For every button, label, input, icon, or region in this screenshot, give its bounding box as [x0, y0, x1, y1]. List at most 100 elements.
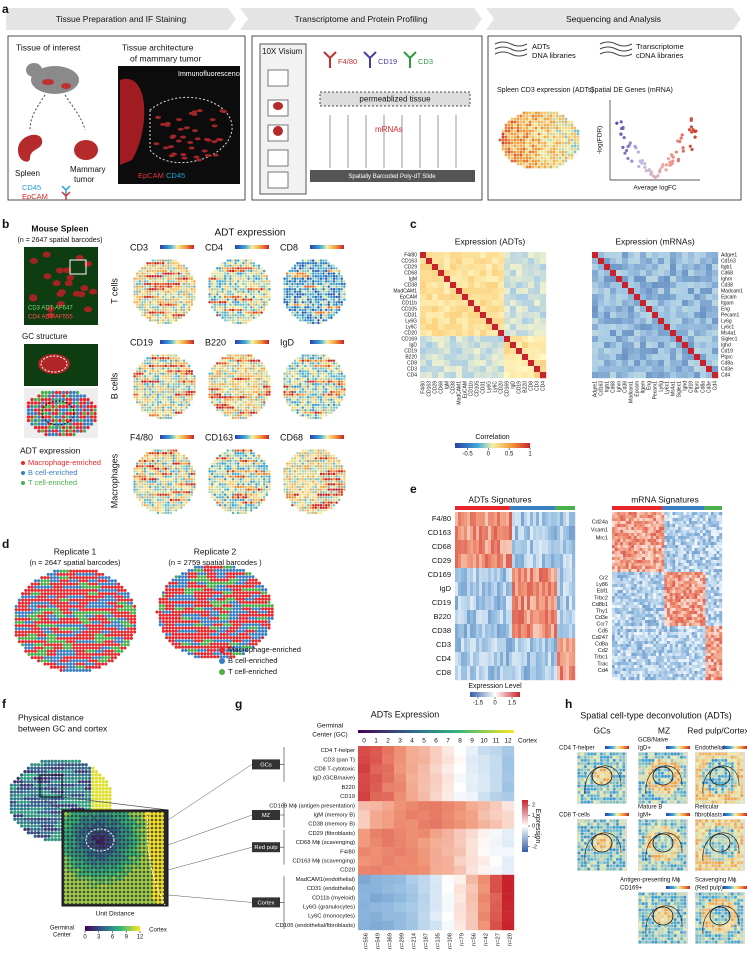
tissue-spot	[178, 501, 180, 503]
tissue-spot	[224, 319, 226, 321]
tissue-spot	[322, 391, 324, 393]
tissue-spot	[237, 375, 239, 377]
tissue-spot	[307, 262, 309, 264]
tissue-spot	[152, 306, 154, 308]
tissue-spot	[299, 265, 301, 267]
tissue-spot	[149, 412, 151, 414]
tissue-spot	[175, 367, 177, 369]
tissue-spot	[154, 288, 156, 290]
tissue-spot	[170, 404, 172, 406]
tissue-spot	[255, 494, 257, 496]
tissue-spot	[289, 278, 291, 280]
tissue-spot	[260, 404, 262, 406]
tissue-spot	[178, 507, 180, 509]
tissue-spot	[229, 412, 231, 414]
tissue-spot	[258, 272, 260, 274]
tissue-spot	[167, 354, 169, 356]
tissue-spot	[325, 285, 327, 287]
tissue-spot	[253, 401, 255, 403]
tissue-spot	[320, 386, 322, 388]
tissue-spot	[227, 375, 229, 377]
tissue-spot	[253, 488, 255, 490]
tissue-spot	[330, 396, 332, 398]
tissue-spot	[221, 473, 223, 475]
tissue-spot	[180, 298, 182, 300]
tissue-spot	[242, 494, 244, 496]
tissue-spot	[544, 130, 547, 133]
tissue-spot	[146, 478, 148, 480]
if-signal	[168, 145, 174, 148]
tissue-spot	[330, 298, 332, 300]
label: T cells	[109, 278, 119, 304]
tissue-spot	[170, 322, 172, 324]
tissue-spot	[328, 373, 330, 375]
tissue-spot	[183, 462, 185, 464]
antibody-icon	[364, 52, 376, 68]
tissue-spot	[214, 291, 216, 293]
tissue-spot	[240, 488, 242, 490]
tissue-spot	[149, 357, 151, 359]
tissue-spot	[263, 278, 265, 280]
tissue-spot	[304, 262, 306, 264]
tissue-spot	[165, 298, 167, 300]
tissue-spot	[559, 115, 562, 118]
tissue-spot	[253, 293, 255, 295]
tissue-spot	[296, 357, 298, 359]
tissue-spot	[289, 475, 291, 477]
tissue-spot	[159, 449, 161, 451]
tissue-spot	[188, 367, 190, 369]
tissue-spot	[191, 378, 193, 380]
label: cDNA libraries	[636, 51, 684, 60]
marker-label: CD3	[130, 242, 148, 252]
tissue-spot	[511, 118, 514, 121]
tissue-spot	[255, 483, 257, 485]
tissue-spot	[185, 375, 187, 377]
tissue-spot	[154, 373, 156, 375]
tissue-spot	[529, 148, 532, 151]
tissue-spot	[216, 457, 218, 459]
tissue-spot	[227, 455, 229, 457]
capture-area	[268, 150, 288, 166]
tissue-spot	[183, 301, 185, 303]
tissue-spot	[216, 383, 218, 385]
tissue-spot	[185, 399, 187, 401]
tissue-spot	[188, 470, 190, 472]
tissue-spot	[258, 470, 260, 472]
tissue-spot	[240, 298, 242, 300]
tissue-spot	[574, 133, 577, 136]
tissue-spot	[229, 275, 231, 277]
tissue-spot	[309, 412, 311, 414]
if-signal	[89, 289, 97, 295]
tissue-spot	[211, 470, 213, 472]
tissue-spot	[309, 470, 311, 472]
tissue-spot	[296, 291, 298, 293]
tissue-spot	[562, 163, 565, 166]
tissue-spot	[240, 367, 242, 369]
tissue-spot	[146, 475, 148, 477]
tissue-spot	[247, 383, 249, 385]
tissue-spot	[247, 406, 249, 408]
tissue-spot	[328, 265, 330, 267]
tissue-spot	[291, 278, 293, 280]
tissue-spot	[229, 491, 231, 493]
tissue-spot	[335, 386, 337, 388]
label: DNA libraries	[532, 51, 576, 60]
tissue-spot	[328, 380, 330, 382]
tissue-spot	[260, 393, 262, 395]
tissue-spot	[242, 319, 244, 321]
tissue-spot	[191, 283, 193, 285]
tissue-spot	[224, 412, 226, 414]
tissue-spot	[229, 409, 231, 411]
tissue-spot	[183, 396, 185, 398]
tissue-spot	[553, 157, 556, 160]
tissue-spot	[571, 133, 574, 136]
tissue-spot	[224, 391, 226, 393]
if-signal	[195, 137, 201, 140]
tissue-spot	[258, 391, 260, 393]
tissue-spot	[240, 391, 242, 393]
tissue-spot	[247, 504, 249, 506]
tissue-spot	[240, 306, 242, 308]
tissue-spot	[188, 473, 190, 475]
tissue-spot	[240, 409, 242, 411]
tissue-spot	[219, 396, 221, 398]
